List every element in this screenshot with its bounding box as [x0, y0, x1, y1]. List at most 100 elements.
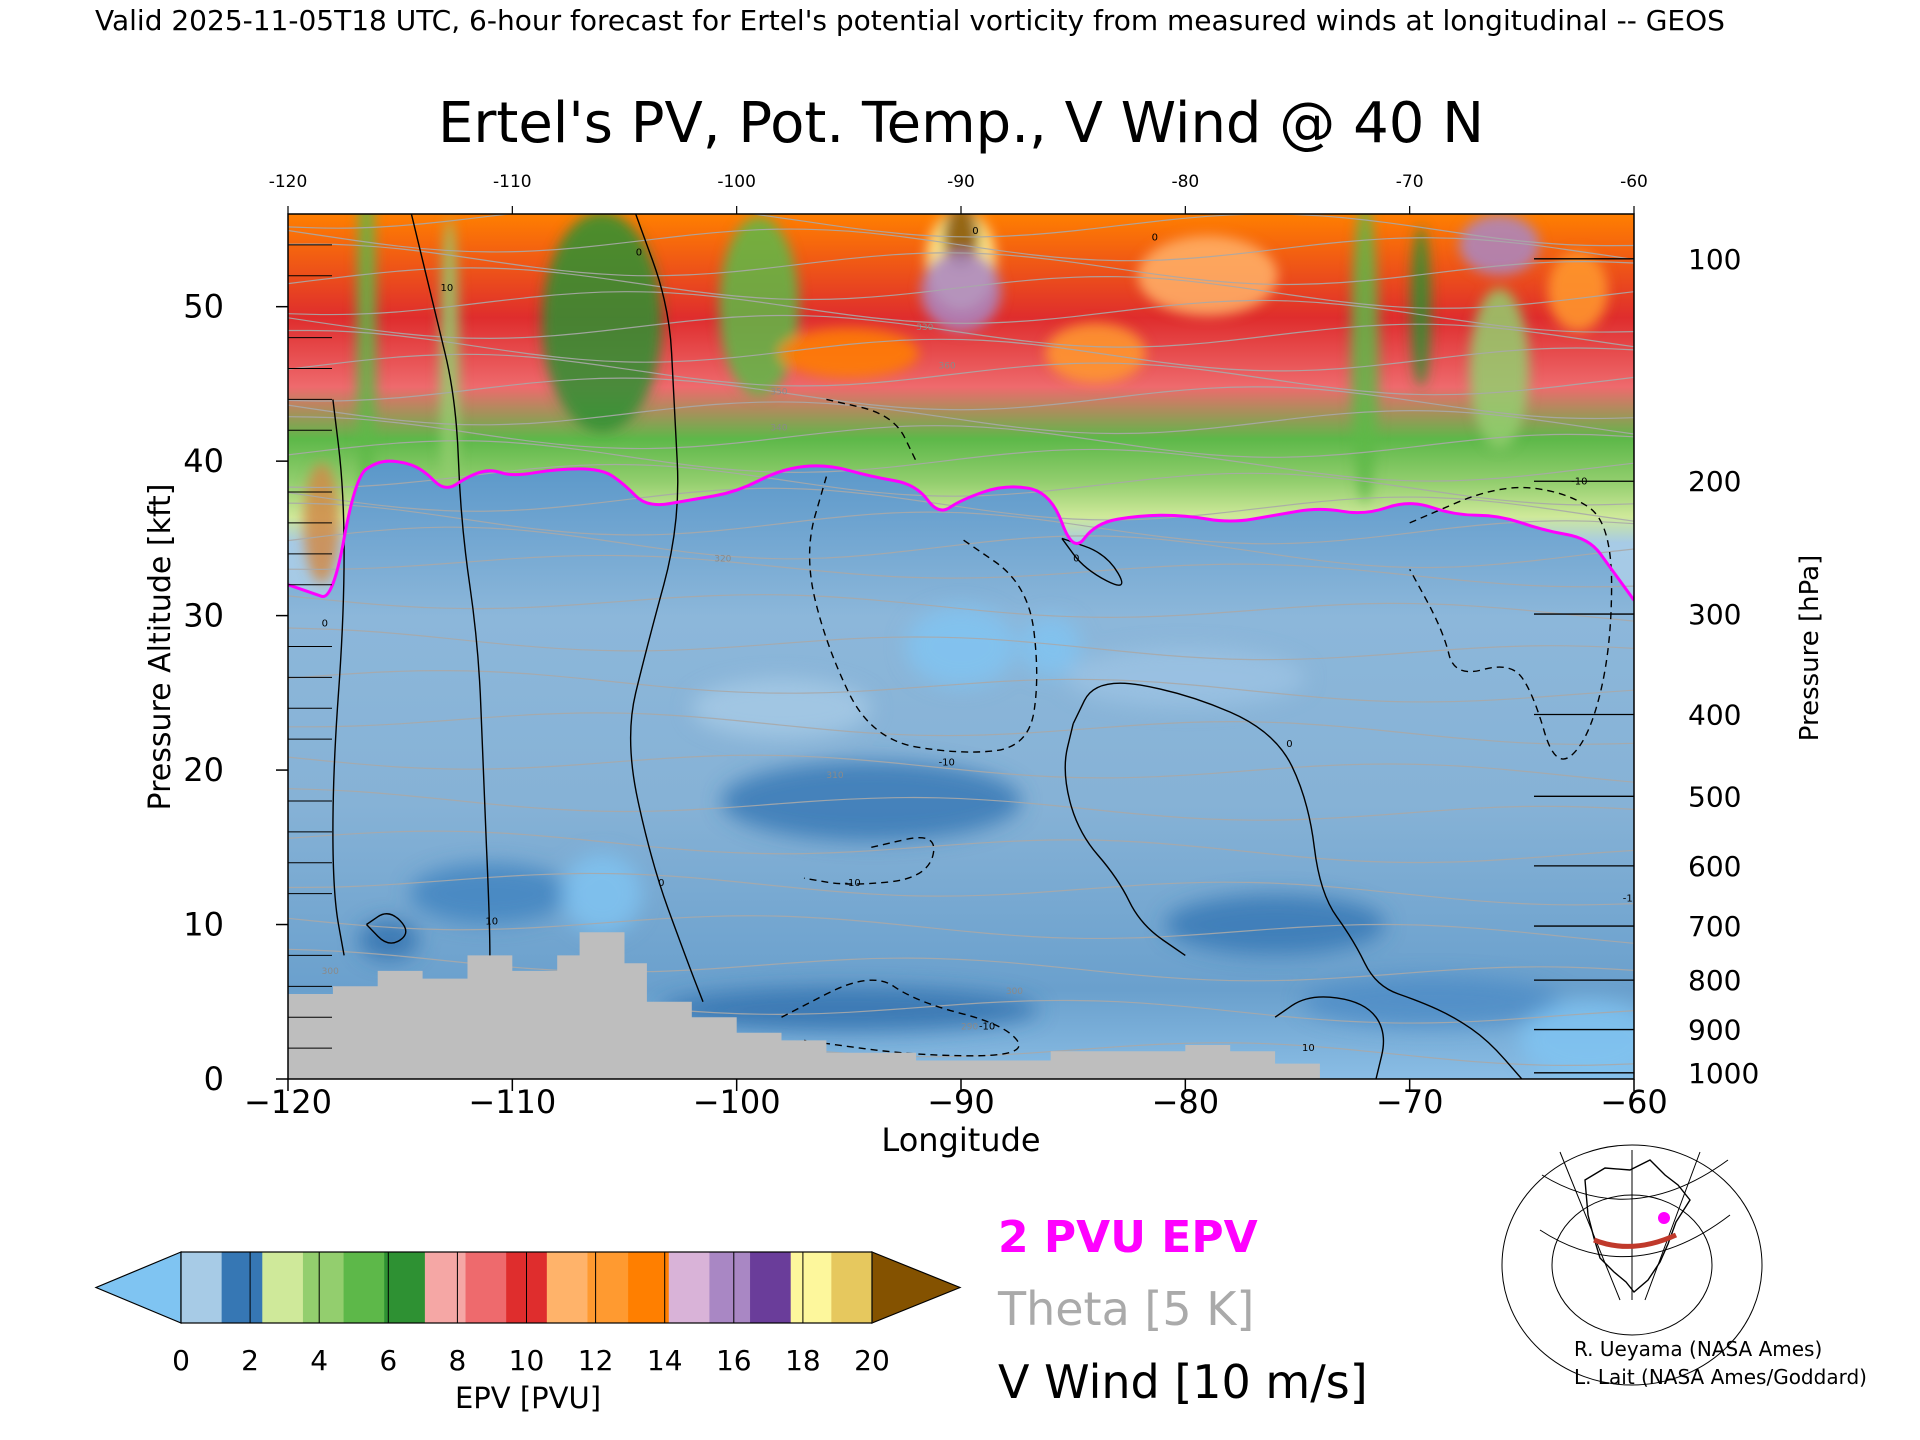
credit-line-2: L. Lait (NASA Ames/Goddard) [1574, 1365, 1867, 1389]
pressure-tick-label-5: 600 [1688, 850, 1741, 883]
x-top-tick-label-3: -90 [947, 172, 975, 192]
v-wind-label-10: -10 [979, 1022, 995, 1033]
y-axis-label: Pressure Altitude [kft] [143, 484, 178, 811]
y-tick-label-1: 10 [183, 906, 224, 944]
theta-label-8: 300 [322, 967, 339, 977]
colorbar-swatch-1 [221, 1252, 263, 1323]
x-top-tick-label-2: -100 [717, 172, 756, 192]
pressure-tick-label-6: 700 [1688, 910, 1741, 943]
x-top-tick-label-6: -60 [1620, 172, 1648, 192]
locator-map [1501, 1144, 1763, 1386]
terrain [288, 932, 1320, 1079]
colorbar-swatch-7 [465, 1252, 507, 1323]
colorbar-swatch-9 [546, 1252, 589, 1323]
pressure-tick-label-8: 900 [1688, 1014, 1741, 1047]
colorbar-tick-label-4: 8 [448, 1344, 466, 1377]
legend: 2 PVU EPV Theta [5 K] V Wind [10 m/s] [997, 1212, 1368, 1409]
v-wind-label-2: 0 [636, 248, 642, 259]
valid-header: Valid 2025-11-05T18 UTC, 6-hour forecast… [95, 4, 1725, 37]
colorbar-swatch-15 [790, 1252, 832, 1323]
y-tick-label-4: 40 [183, 442, 224, 480]
north-america-outline [1584, 1159, 1691, 1294]
v-wind-label-6: 0 [1286, 739, 1292, 750]
pressure-tick-label-0: 100 [1688, 243, 1741, 276]
two-pvu-line [288, 459, 1634, 602]
theta-label-4: 320 [714, 555, 731, 565]
x-tick-label-1: −110 [468, 1083, 556, 1121]
colorbar-swatch-13 [709, 1252, 751, 1323]
pressure-tick-label-4: 500 [1688, 780, 1741, 813]
x-top-tick-label-0: -120 [269, 172, 308, 192]
stratosphere-features [303, 214, 1608, 583]
theta-label-3: 340 [770, 423, 787, 433]
colorbar-tick-label-5: 10 [509, 1344, 545, 1377]
v-wind-label-12: 0 [1073, 554, 1079, 565]
colorbar-swatch-6 [424, 1252, 467, 1323]
x-tick-label-2: −100 [693, 1083, 781, 1121]
x-tick-label-5: −70 [1376, 1083, 1444, 1121]
pressure-tick-label-1: 200 [1688, 465, 1741, 498]
v-wind-label-7: 0 [658, 878, 664, 889]
theta-label-7: 290 [961, 1023, 978, 1033]
pressure-tick-label-9: 1000 [1688, 1057, 1759, 1090]
v-wind-label-0: 0 [322, 618, 328, 629]
y-tick-label-5: 50 [183, 288, 224, 326]
colorbar: 0 2 4 6 8 10 12 14 16 18 20 [94, 1251, 962, 1377]
colorbar-swatch-11 [628, 1252, 670, 1323]
theta-label-6: 300 [1006, 987, 1023, 997]
pressure-tick-label-2: 300 [1688, 598, 1741, 631]
x-tick-label-3: −90 [927, 1083, 995, 1121]
v-wind-label-14: -10 [1623, 893, 1639, 904]
v-wind-label-4: 0 [972, 226, 978, 237]
x-top-tick-label-4: -80 [1171, 172, 1199, 192]
colorbar-swatch-0 [181, 1252, 223, 1323]
colorbar-swatch-12 [668, 1252, 711, 1323]
colorbar-tick-label-10: 20 [854, 1344, 890, 1377]
legend-theta: Theta [5 K] [997, 1282, 1254, 1336]
colorbar-label: EPV [PVU] [455, 1381, 601, 1415]
colorbar-tick-label-8: 16 [716, 1344, 752, 1377]
theta-label-5: 310 [826, 771, 843, 781]
v-wind-label-1: 10 [441, 283, 454, 294]
colorbar-tick-label-9: 18 [785, 1344, 821, 1377]
colorbar-swatch-3 [302, 1252, 345, 1323]
x-tick-label-4: −80 [1152, 1083, 1220, 1121]
x-tick-label-6: −60 [1600, 1083, 1668, 1121]
colorbar-tick-label-3: 6 [379, 1344, 397, 1377]
y-tick-label-3: 30 [183, 597, 224, 635]
colorbar-tick-label-7: 14 [647, 1344, 683, 1377]
plot-area: 0100-10000010-10-10100-10-10330350360340… [288, 214, 1639, 1079]
colorbar-swatch-4 [343, 1252, 385, 1323]
colorbar-swatch-14 [750, 1252, 792, 1323]
chart-title: Ertel's PV, Pot. Temp., V Wind @ 40 N [438, 91, 1484, 156]
x-top-tick-label-5: -70 [1396, 172, 1424, 192]
theta-label-2: 360 [939, 361, 956, 371]
colorbar-swatch-2 [262, 1252, 304, 1323]
x-tick-label-0: −120 [244, 1083, 332, 1121]
v-wind-label-5: 0 [1152, 232, 1158, 243]
region-marker [1658, 1212, 1670, 1224]
legend-2pvu: 2 PVU EPV [998, 1212, 1258, 1263]
x-top-tick-label-1: -110 [493, 172, 532, 192]
colorbar-swatch-5 [384, 1252, 426, 1323]
v-wind-label-3: -10 [939, 757, 955, 768]
section-path [1593, 1232, 1678, 1249]
y-tick-label-0: 0 [204, 1060, 224, 1098]
v-wind-label-8: 10 [485, 917, 498, 928]
colorbar-tick-label-0: 0 [172, 1344, 190, 1377]
credit-line-1: R. Ueyama (NASA Ames) [1574, 1337, 1822, 1361]
x-axis-label: Longitude [881, 1121, 1040, 1159]
v-wind-label-11: 10 [1302, 1043, 1315, 1054]
v-wind-label-9: -10 [844, 878, 860, 889]
colorbar-tick-label-6: 12 [578, 1344, 614, 1377]
colorbar-tick-label-2: 4 [310, 1344, 328, 1377]
pressure-tick-label-7: 800 [1688, 964, 1741, 997]
theta-label-1: 350 [770, 388, 787, 398]
y-axis-right-label: Pressure [hPa] [1795, 555, 1825, 742]
colorbar-tick-label-1: 2 [241, 1344, 259, 1377]
colorbar-swatch-10 [587, 1252, 629, 1323]
legend-vwind: V Wind [10 m/s] [998, 1355, 1368, 1409]
colorbar-over-arrow [871, 1251, 962, 1324]
axes: −120-120−110-110−100-100−90-90−80-80−70-… [183, 172, 1759, 1121]
